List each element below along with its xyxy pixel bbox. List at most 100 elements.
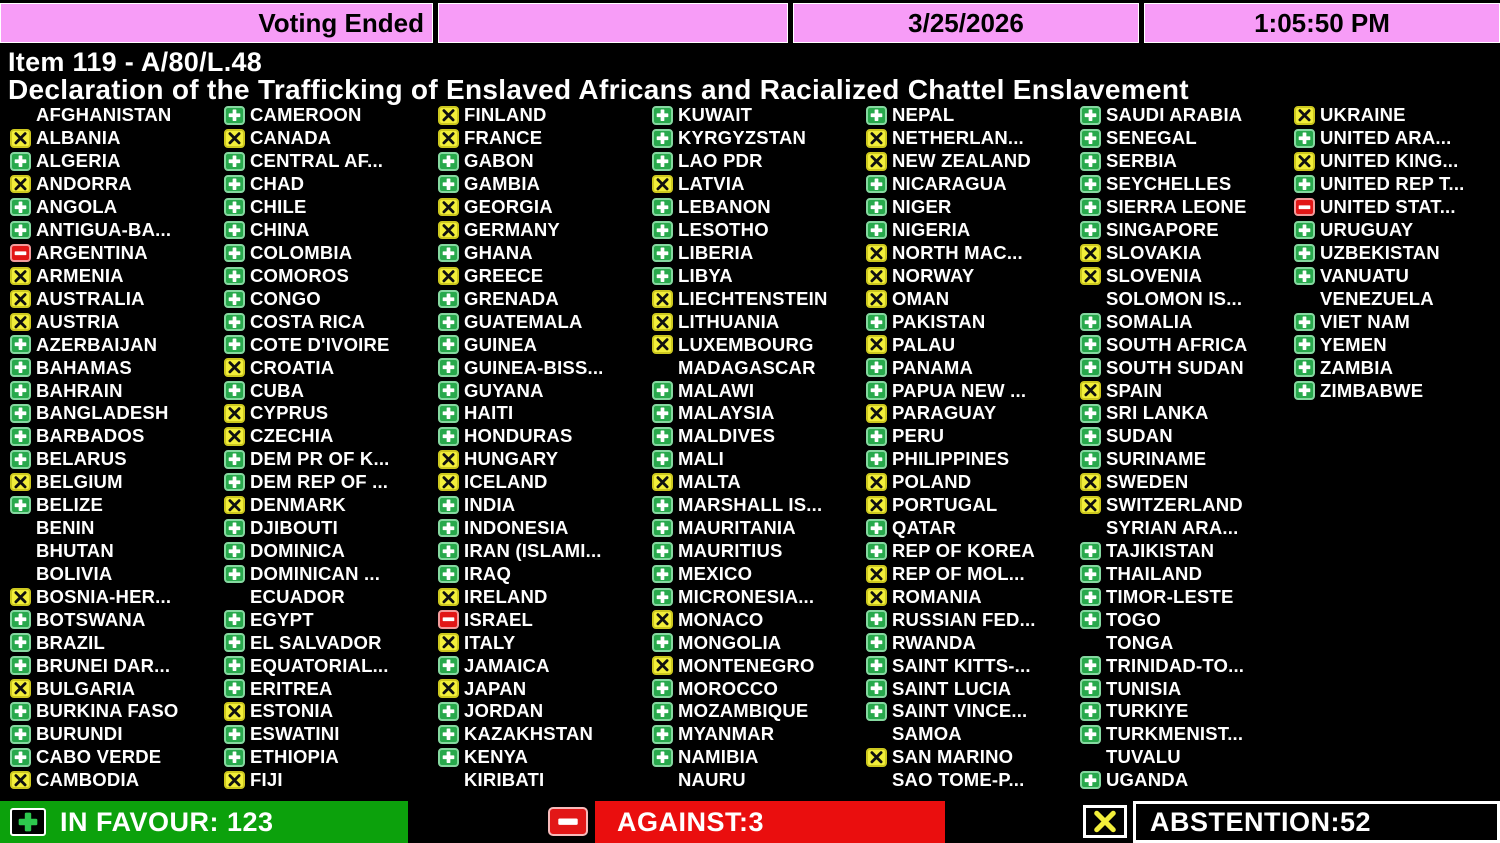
abstention-icon bbox=[438, 266, 459, 286]
vote-row: NORTH MAC... bbox=[866, 242, 1080, 265]
vote-row: KUWAIT bbox=[652, 104, 866, 127]
country-label: MALDIVES bbox=[678, 425, 776, 447]
country-label: JAMAICA bbox=[464, 654, 550, 676]
vote-row: RWANDA bbox=[866, 631, 1080, 654]
country-label: ZIMBABWE bbox=[1320, 379, 1424, 401]
in-favour-icon bbox=[652, 679, 673, 698]
in-favour-icon bbox=[1294, 129, 1315, 148]
country-label: SRI LANKA bbox=[1106, 402, 1209, 424]
in-favour-icon bbox=[1080, 220, 1101, 240]
country-label: SURINAME bbox=[1106, 448, 1207, 470]
country-label: BELARUS bbox=[36, 448, 127, 470]
in-favour-icon bbox=[866, 541, 887, 561]
vote-column-6: SAUDI ARABIA SENEGAL SERBIA SEYCHELLES SIERR… bbox=[1080, 104, 1294, 792]
vote-row: MAURITIUS bbox=[652, 540, 866, 563]
country-label: TOGO bbox=[1106, 608, 1161, 630]
vote-row: MONACO bbox=[652, 608, 866, 631]
in-favour-icon bbox=[1080, 541, 1101, 561]
abstention-icon bbox=[224, 427, 245, 446]
country-label: MEXICO bbox=[678, 562, 753, 584]
country-label: SEYCHELLES bbox=[1106, 173, 1232, 195]
vote-row: CHAD bbox=[224, 173, 438, 196]
vote-row: URUGUAY bbox=[1294, 219, 1500, 242]
in-favour-icon bbox=[1080, 174, 1101, 194]
country-label: AUSTRALIA bbox=[36, 287, 145, 309]
in-favour-icon bbox=[224, 220, 245, 240]
country-label: EQUATORIAL... bbox=[250, 654, 389, 676]
country-label: COSTA RICA bbox=[250, 310, 366, 332]
vote-row: SAINT VINCE... bbox=[866, 700, 1080, 723]
country-label: GUATEMALA bbox=[464, 310, 583, 332]
country-label: LIBYA bbox=[678, 264, 733, 286]
country-label: SINGAPORE bbox=[1106, 219, 1219, 241]
abstention-icon bbox=[1294, 106, 1315, 125]
in-favour-icon bbox=[438, 748, 459, 767]
vote-row: KYRGYZSTAN bbox=[652, 127, 866, 150]
in-favour-icon bbox=[1080, 129, 1101, 148]
in-favour-icon bbox=[10, 358, 31, 377]
country-label: FINLAND bbox=[464, 104, 547, 126]
time: 1:05:50 PM bbox=[1254, 7, 1390, 38]
vote-row: JAMAICA bbox=[438, 654, 652, 677]
abstention-summary: ABSTENTION:52 bbox=[1133, 801, 1500, 843]
vote-row: BAHAMAS bbox=[10, 356, 224, 379]
vote-row: CROATIA bbox=[224, 356, 438, 379]
country-label: SOLOMON IS... bbox=[1106, 287, 1243, 309]
vote-row: QATAR bbox=[866, 517, 1080, 540]
country-label: MONGOLIA bbox=[678, 631, 782, 653]
in-favour-icon bbox=[652, 495, 673, 515]
date: 3/25/2026 bbox=[908, 7, 1024, 38]
country-label: ICELAND bbox=[464, 471, 548, 493]
abstention-icon bbox=[1080, 472, 1101, 492]
country-label: LUXEMBOURG bbox=[678, 333, 814, 355]
vote-row: CENTRAL AF... bbox=[224, 150, 438, 173]
country-label: CHILE bbox=[250, 196, 307, 218]
vote-row: TAJIKISTAN bbox=[1080, 540, 1294, 563]
vote-row: BHUTAN bbox=[10, 540, 224, 563]
country-label: ANGOLA bbox=[36, 196, 118, 218]
vote-row: BELGIUM bbox=[10, 471, 224, 494]
against-icon bbox=[10, 243, 31, 263]
country-label: LATVIA bbox=[678, 173, 745, 195]
country-label: NORTH MAC... bbox=[892, 241, 1023, 263]
country-label: REP OF KOREA bbox=[892, 539, 1035, 561]
vote-column-7: UKRAINE UNITED ARA... UNITED KING... UNITED… bbox=[1294, 104, 1500, 792]
country-label: TONGA bbox=[1106, 631, 1174, 653]
in-favour-icon bbox=[10, 725, 31, 744]
country-label: CENTRAL AF... bbox=[250, 150, 384, 172]
country-label: ARGENTINA bbox=[36, 241, 148, 263]
vote-row: BAHRAIN bbox=[10, 379, 224, 402]
vote-row: SERBIA bbox=[1080, 150, 1294, 173]
in-favour-icon bbox=[10, 633, 31, 652]
vote-row: NAMIBIA bbox=[652, 746, 866, 769]
abstention-icon bbox=[438, 106, 459, 125]
vote-row: JORDAN bbox=[438, 700, 652, 723]
vote-row: YEMEN bbox=[1294, 333, 1500, 356]
country-label: LAO PDR bbox=[678, 150, 763, 172]
vote-row: KENYA bbox=[438, 746, 652, 769]
abstention-icon bbox=[438, 220, 459, 240]
vote-row: ERITREA bbox=[224, 677, 438, 700]
country-label: INDONESIA bbox=[464, 517, 569, 539]
country-label: BAHRAIN bbox=[36, 379, 123, 401]
vote-row: SAUDI ARABIA bbox=[1080, 104, 1294, 127]
in-favour-icon bbox=[10, 808, 46, 836]
abstention-icon bbox=[866, 748, 887, 767]
abstention-icon bbox=[10, 587, 31, 607]
vote-row: MALAYSIA bbox=[652, 402, 866, 425]
vote-row: SWITZERLAND bbox=[1080, 494, 1294, 517]
vote-row: LIBERIA bbox=[652, 242, 866, 265]
abstention-icon bbox=[10, 266, 31, 286]
in-favour-icon bbox=[866, 174, 887, 194]
country-label: LIBERIA bbox=[678, 241, 754, 263]
abstention-icon bbox=[866, 289, 887, 309]
vote-row: MADAGASCAR bbox=[652, 356, 866, 379]
abstention-icon bbox=[1080, 243, 1101, 263]
vote-row: AZERBAIJAN bbox=[10, 333, 224, 356]
vote-row: MALAWI bbox=[652, 379, 866, 402]
country-label: CABO VERDE bbox=[36, 746, 162, 768]
vote-row: PALAU bbox=[866, 333, 1080, 356]
country-label: IRELAND bbox=[464, 585, 548, 607]
country-label: NICARAGUA bbox=[892, 173, 1007, 195]
vote-row: KIRIBATI bbox=[438, 769, 652, 792]
